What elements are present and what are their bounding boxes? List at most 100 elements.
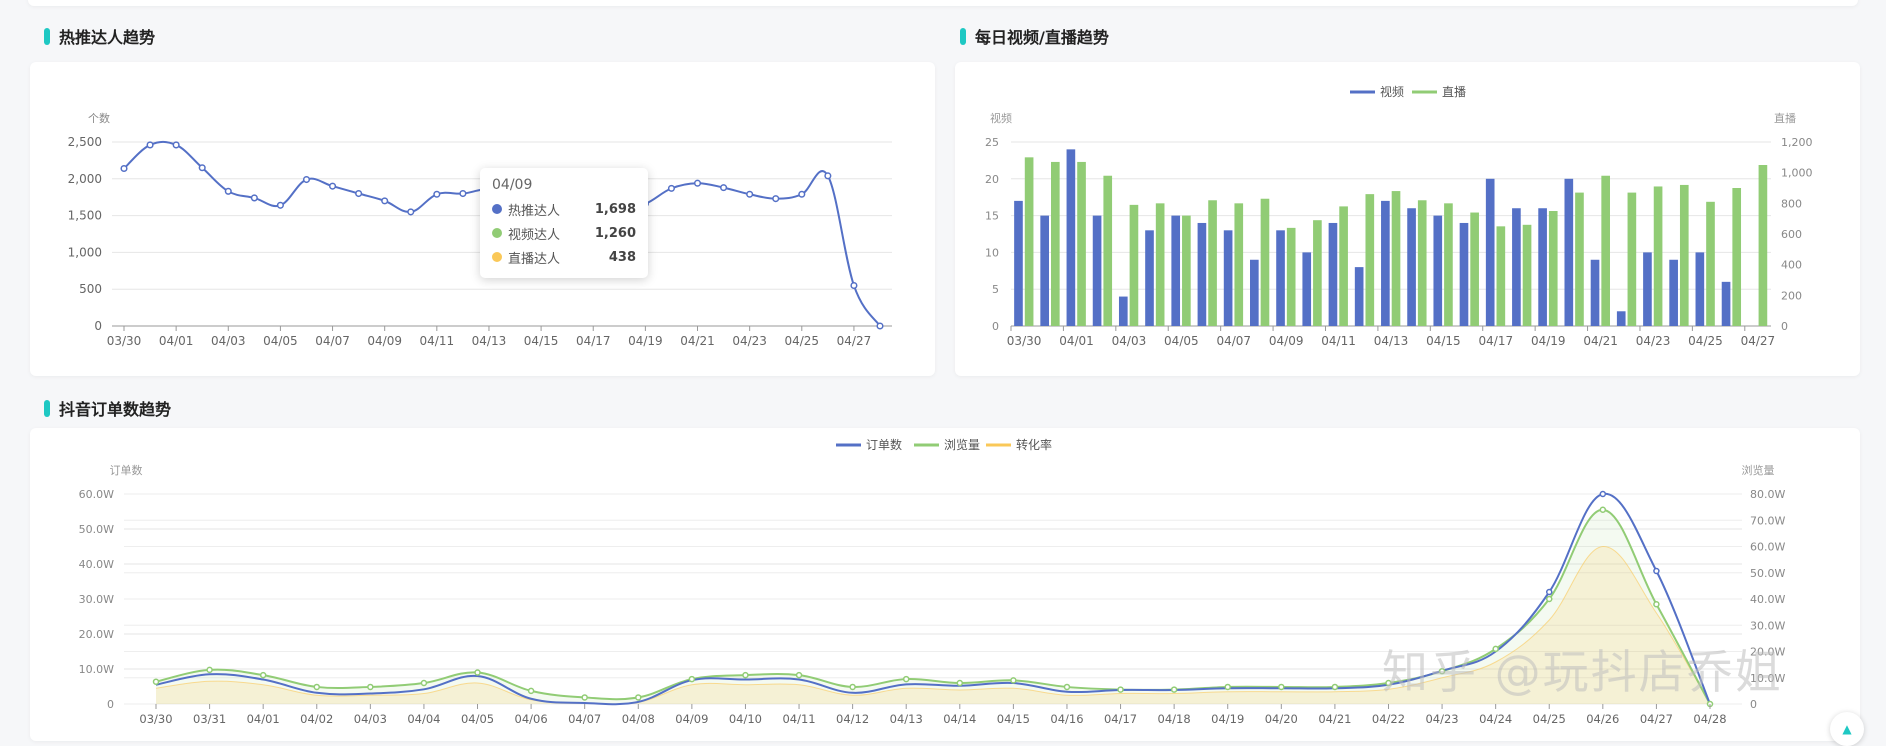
y-axis-label-left: 视频 xyxy=(990,111,1012,125)
bar-video xyxy=(1407,208,1416,326)
data-point-views xyxy=(902,675,910,683)
bar-live xyxy=(1496,226,1506,326)
data-point xyxy=(172,141,180,149)
x-tick-label: 04/03 xyxy=(211,334,246,348)
chart-tooltip: 04/09 热推达人 1,698 视频达人 1,260 直播达人 438 xyxy=(480,168,648,278)
x-tick-label: 04/05 xyxy=(1164,334,1199,348)
x-tick-label: 04/14 xyxy=(943,712,976,726)
x-tick-label: 04/11 xyxy=(420,334,455,348)
series-dot-icon xyxy=(492,204,502,214)
bar-live xyxy=(1732,188,1742,326)
bar-live xyxy=(1051,161,1060,326)
x-tick-label: 04/27 xyxy=(1741,334,1776,348)
data-point-views xyxy=(956,679,964,687)
data-point-views xyxy=(1278,683,1285,691)
section-title: 每日视频/直播趋势 xyxy=(975,28,1109,47)
bar-video xyxy=(1250,259,1259,326)
daily-video-live-card: 视频 直播 视频 直播 0 5 10 15 20 25 0 200 400 600 800 1,000 1,20… xyxy=(955,62,1860,376)
x-tick-label: 03/31 xyxy=(193,712,226,726)
bar-live xyxy=(1155,203,1165,326)
data-point xyxy=(850,281,858,290)
data-point xyxy=(433,190,441,198)
bar-live xyxy=(1313,220,1322,326)
y-tick-label-right: 0 xyxy=(1781,320,1788,333)
bar-live xyxy=(1522,224,1532,326)
y-tick-label-left: 20 xyxy=(985,173,999,186)
bar-video xyxy=(1485,178,1495,326)
y-tick-label-left: 40.0W xyxy=(79,558,114,571)
y-tick-label-right: 1,200 xyxy=(1781,136,1813,149)
data-point-views xyxy=(1545,595,1553,603)
bar-live xyxy=(1365,194,1375,326)
bar-live xyxy=(1444,203,1453,326)
data-point-views xyxy=(1170,686,1178,693)
bar-video xyxy=(1354,267,1364,326)
bar-live xyxy=(1575,192,1584,326)
x-tick-label: 04/16 xyxy=(1050,712,1083,726)
x-tick-label: 04/23 xyxy=(732,334,767,348)
data-point xyxy=(407,208,415,216)
bar-live xyxy=(1417,200,1427,326)
bar-video xyxy=(1616,311,1626,326)
x-tick-label: 04/17 xyxy=(1479,334,1514,348)
y-tick-label-right: 30.0W xyxy=(1750,619,1785,632)
y-tick-label-right: 600 xyxy=(1781,228,1802,241)
data-point-views xyxy=(259,671,267,679)
x-tick-label: 03/30 xyxy=(1007,334,1042,348)
data-point-views xyxy=(367,683,374,691)
area-conversion xyxy=(156,546,1710,705)
bar-live xyxy=(1706,201,1715,326)
daily-video-live-header: 每日视频/直播趋势 xyxy=(960,24,1109,48)
data-point xyxy=(224,187,232,195)
douyin-orders-header: 抖音订单数趋势 xyxy=(44,396,171,420)
bar-live xyxy=(1391,191,1401,326)
data-point xyxy=(276,201,284,209)
data-point-views xyxy=(1010,677,1017,684)
data-point xyxy=(720,184,728,192)
y-tick-label-left: 50.0W xyxy=(79,523,114,536)
x-tick-label: 04/26 xyxy=(1586,712,1619,726)
y-tick-label-left: 0 xyxy=(992,320,999,333)
y-tick-label: 1,500 xyxy=(68,209,102,223)
tooltip-series-value: 438 xyxy=(608,249,636,265)
scroll-top-button[interactable]: ▲ xyxy=(1830,712,1864,746)
x-tick-label: 04/03 xyxy=(354,712,387,726)
legend-label: 浏览量 xyxy=(944,437,980,452)
x-tick-label: 04/21 xyxy=(1583,334,1618,348)
x-tick-label: 04/22 xyxy=(1372,712,1405,726)
tooltip-series-name: 视频达人 xyxy=(508,227,561,243)
bar-live xyxy=(1077,161,1086,326)
x-tick-label: 04/18 xyxy=(1158,712,1191,726)
x-tick-label: 04/11 xyxy=(782,712,815,726)
x-tick-label: 04/01 xyxy=(159,334,194,348)
bar-video xyxy=(1459,222,1469,326)
y-tick-label: 2,000 xyxy=(68,172,102,186)
x-tick-label: 04/24 xyxy=(1479,712,1512,726)
bar-live xyxy=(1129,204,1139,326)
tooltip-series-value: 1,698 xyxy=(594,201,636,217)
bar-live xyxy=(1339,206,1348,326)
x-tick-label: 04/23 xyxy=(1425,712,1458,726)
x-tick-label: 04/05 xyxy=(263,334,298,348)
tooltip-date: 04/09 xyxy=(492,177,533,193)
bar-video xyxy=(1197,222,1207,326)
x-tick-label: 04/09 xyxy=(367,334,402,348)
data-point-views xyxy=(1385,679,1392,687)
tooltip-series-name: 热推达人 xyxy=(508,203,561,219)
data-point xyxy=(198,164,206,172)
x-tick-label: 04/21 xyxy=(680,334,715,348)
y-tick-label-left: 30.0W xyxy=(79,593,114,606)
x-tick-label: 04/13 xyxy=(890,712,923,726)
bar-video xyxy=(1328,222,1338,326)
x-tick-label: 04/19 xyxy=(628,334,663,348)
bar-video xyxy=(1066,149,1076,326)
y-tick-label-right: 60.0W xyxy=(1750,541,1785,554)
tooltip-row: 直播达人 438 xyxy=(492,245,636,269)
x-tick-label: 04/13 xyxy=(1374,334,1409,348)
data-point xyxy=(667,184,675,192)
caret-up-icon: ▲ xyxy=(1842,722,1852,736)
data-point xyxy=(824,172,832,180)
x-tick-label: 04/25 xyxy=(784,334,819,348)
